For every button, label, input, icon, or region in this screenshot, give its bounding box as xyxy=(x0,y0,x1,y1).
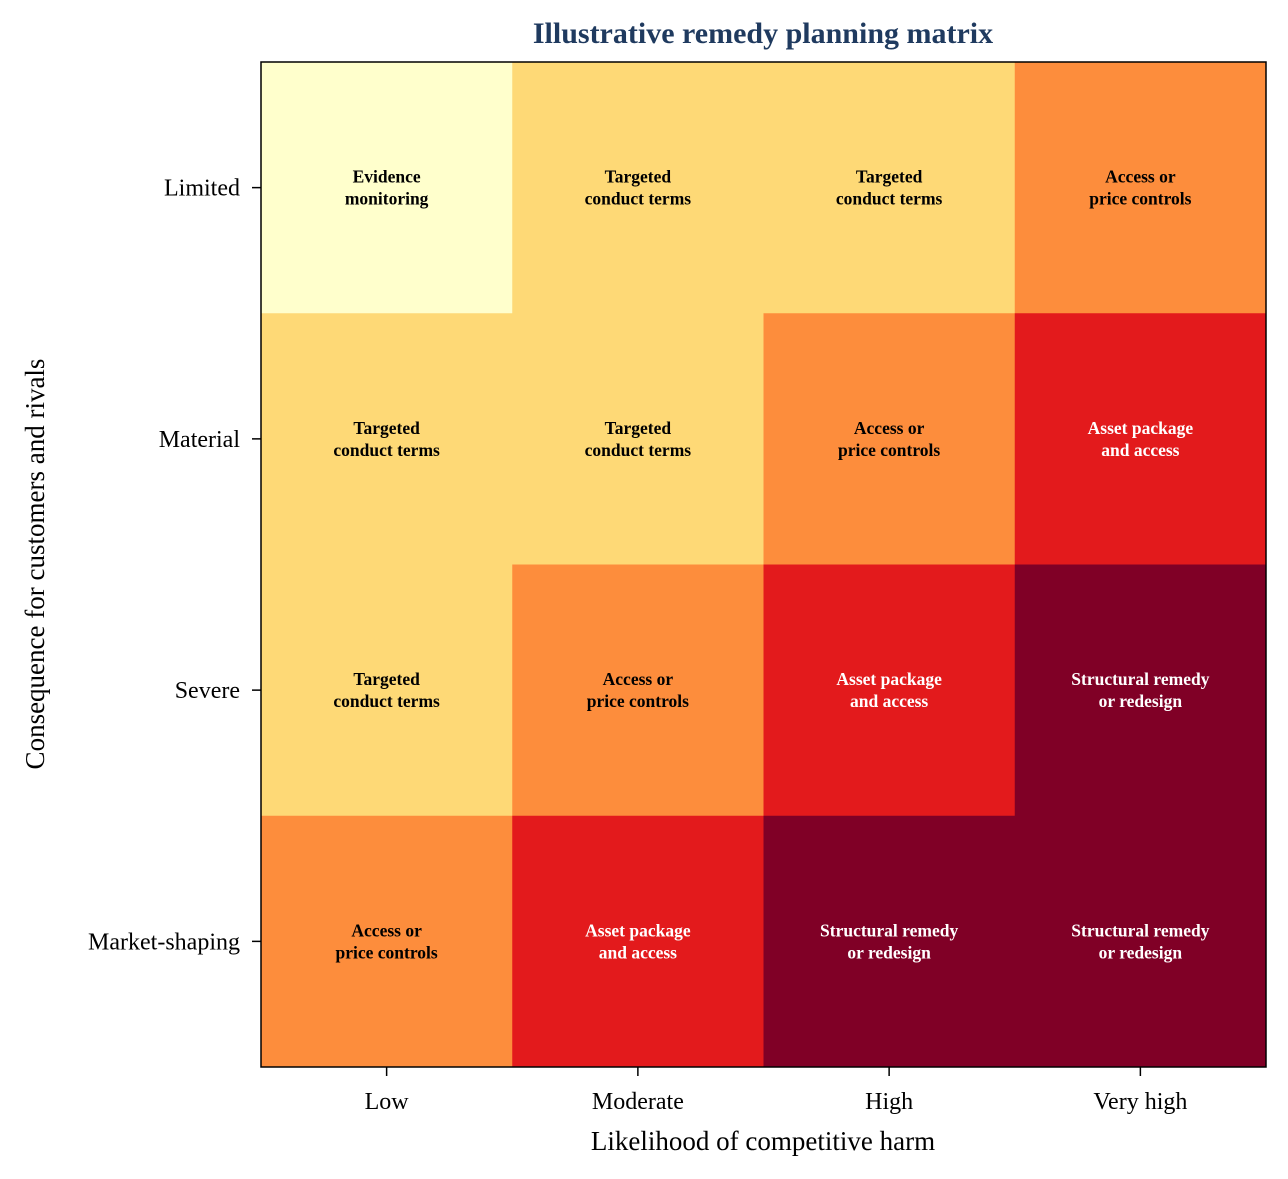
chart-title: Illustrative remedy planning matrix xyxy=(533,17,993,50)
heatmap-cell xyxy=(763,564,1016,817)
heatmap-cell xyxy=(512,62,764,314)
cell-label-line: Access or xyxy=(854,418,925,438)
cell-label-line: or redesign xyxy=(1099,691,1183,711)
cell-label-line: conduct terms xyxy=(585,189,692,209)
cell-label-line: conduct terms xyxy=(585,440,692,460)
heatmap-cell xyxy=(512,313,764,565)
cell-label-line: Evidence xyxy=(353,167,421,187)
cell-label-line: Targeted xyxy=(856,167,923,187)
cell-label: Access or price controls xyxy=(1089,167,1191,209)
heatmap-cell xyxy=(512,815,764,1068)
y-tick-label: Severe xyxy=(175,678,240,704)
cell-label-line: Targeted xyxy=(605,418,672,438)
y-axis-ticks: Limited Material Severe Market-shaping xyxy=(88,176,261,955)
cell-label-line: Asset package xyxy=(1088,418,1194,438)
heatmap-cell xyxy=(1014,62,1267,314)
cell-label-line: Targeted xyxy=(353,418,420,438)
cell-label-line: price controls xyxy=(1089,189,1191,209)
y-tick-label: Limited xyxy=(164,176,240,202)
cell-label: Targeted conduct terms xyxy=(585,167,692,209)
heatmap-cell xyxy=(763,62,1016,314)
cell-label-line: Asset package xyxy=(836,669,942,689)
cell-label: Targeted conduct terms xyxy=(836,167,943,209)
cell-label: Asset package and access xyxy=(585,920,691,962)
cell-label-line: Structural remedy xyxy=(1071,920,1209,940)
cell-label: Structural remedy or redesign xyxy=(1071,920,1209,962)
cell-label: Targeted conduct terms xyxy=(333,669,440,711)
y-tick-label: Market-shaping xyxy=(88,929,240,955)
x-tick-label: Low xyxy=(365,1089,410,1115)
x-axis-label: Likelihood of competitive harm xyxy=(591,1126,935,1156)
heatmap-cell xyxy=(512,564,764,817)
cell-label: Targeted conduct terms xyxy=(585,418,692,460)
cell-label: Structural remedy or redesign xyxy=(820,920,958,962)
cell-label-line: conduct terms xyxy=(333,691,440,711)
cell-label-line: and access xyxy=(599,942,677,962)
cell-label: Asset package and access xyxy=(836,669,942,711)
cell-label-line: and access xyxy=(850,691,928,711)
heatmap-cells xyxy=(261,62,1267,1068)
cell-label-line: Structural remedy xyxy=(820,920,958,940)
cell-label-line: and access xyxy=(1101,440,1179,460)
heatmap-cell xyxy=(1014,313,1267,565)
x-axis-ticks: Low Moderate High Very high xyxy=(365,1067,1187,1115)
heatmap-cell xyxy=(1014,564,1267,817)
cell-label-line: Targeted xyxy=(605,167,672,187)
heatmap-cell xyxy=(1014,815,1267,1068)
cell-label-line: price controls xyxy=(587,691,689,711)
heatmap-cell xyxy=(261,62,513,314)
heatmap-cell xyxy=(763,815,1016,1068)
heatmap-cell xyxy=(261,564,513,817)
cell-label-line: Access or xyxy=(1105,167,1176,187)
cell-label-line: price controls xyxy=(336,942,438,962)
cell-label-line: Access or xyxy=(351,920,422,940)
y-axis-label: Consequence for customers and rivals xyxy=(20,359,50,770)
cell-label-line: monitoring xyxy=(345,189,429,209)
cell-label-line: conduct terms xyxy=(836,189,943,209)
y-tick-label: Material xyxy=(159,427,241,453)
cell-label: Structural remedy or redesign xyxy=(1071,669,1209,711)
cell-label: Access or price controls xyxy=(336,920,438,962)
heatmap-cell xyxy=(763,313,1016,565)
cell-label-line: or redesign xyxy=(847,942,931,962)
cell-label-line: Asset package xyxy=(585,920,691,940)
cell-label-line: conduct terms xyxy=(333,440,440,460)
cell-label-line: Access or xyxy=(603,669,674,689)
cell-label: Asset package and access xyxy=(1088,418,1194,460)
x-tick-label: Very high xyxy=(1093,1089,1187,1115)
cell-label-line: Structural remedy xyxy=(1071,669,1209,689)
cell-label: Access or price controls xyxy=(838,418,940,460)
plot-frame xyxy=(260,61,1267,1068)
x-tick-label: High xyxy=(865,1089,913,1115)
cell-label-line: price controls xyxy=(838,440,940,460)
heatmap-cell xyxy=(261,815,513,1068)
cell-label: Access or price controls xyxy=(587,669,689,711)
cell-label-line: Targeted xyxy=(353,669,420,689)
x-tick-label: Moderate xyxy=(592,1089,684,1115)
cell-label: Evidence monitoring xyxy=(345,167,429,209)
cell-label: Targeted conduct terms xyxy=(333,418,440,460)
heatmap-cell xyxy=(261,313,513,565)
cell-label-line: or redesign xyxy=(1099,942,1183,962)
